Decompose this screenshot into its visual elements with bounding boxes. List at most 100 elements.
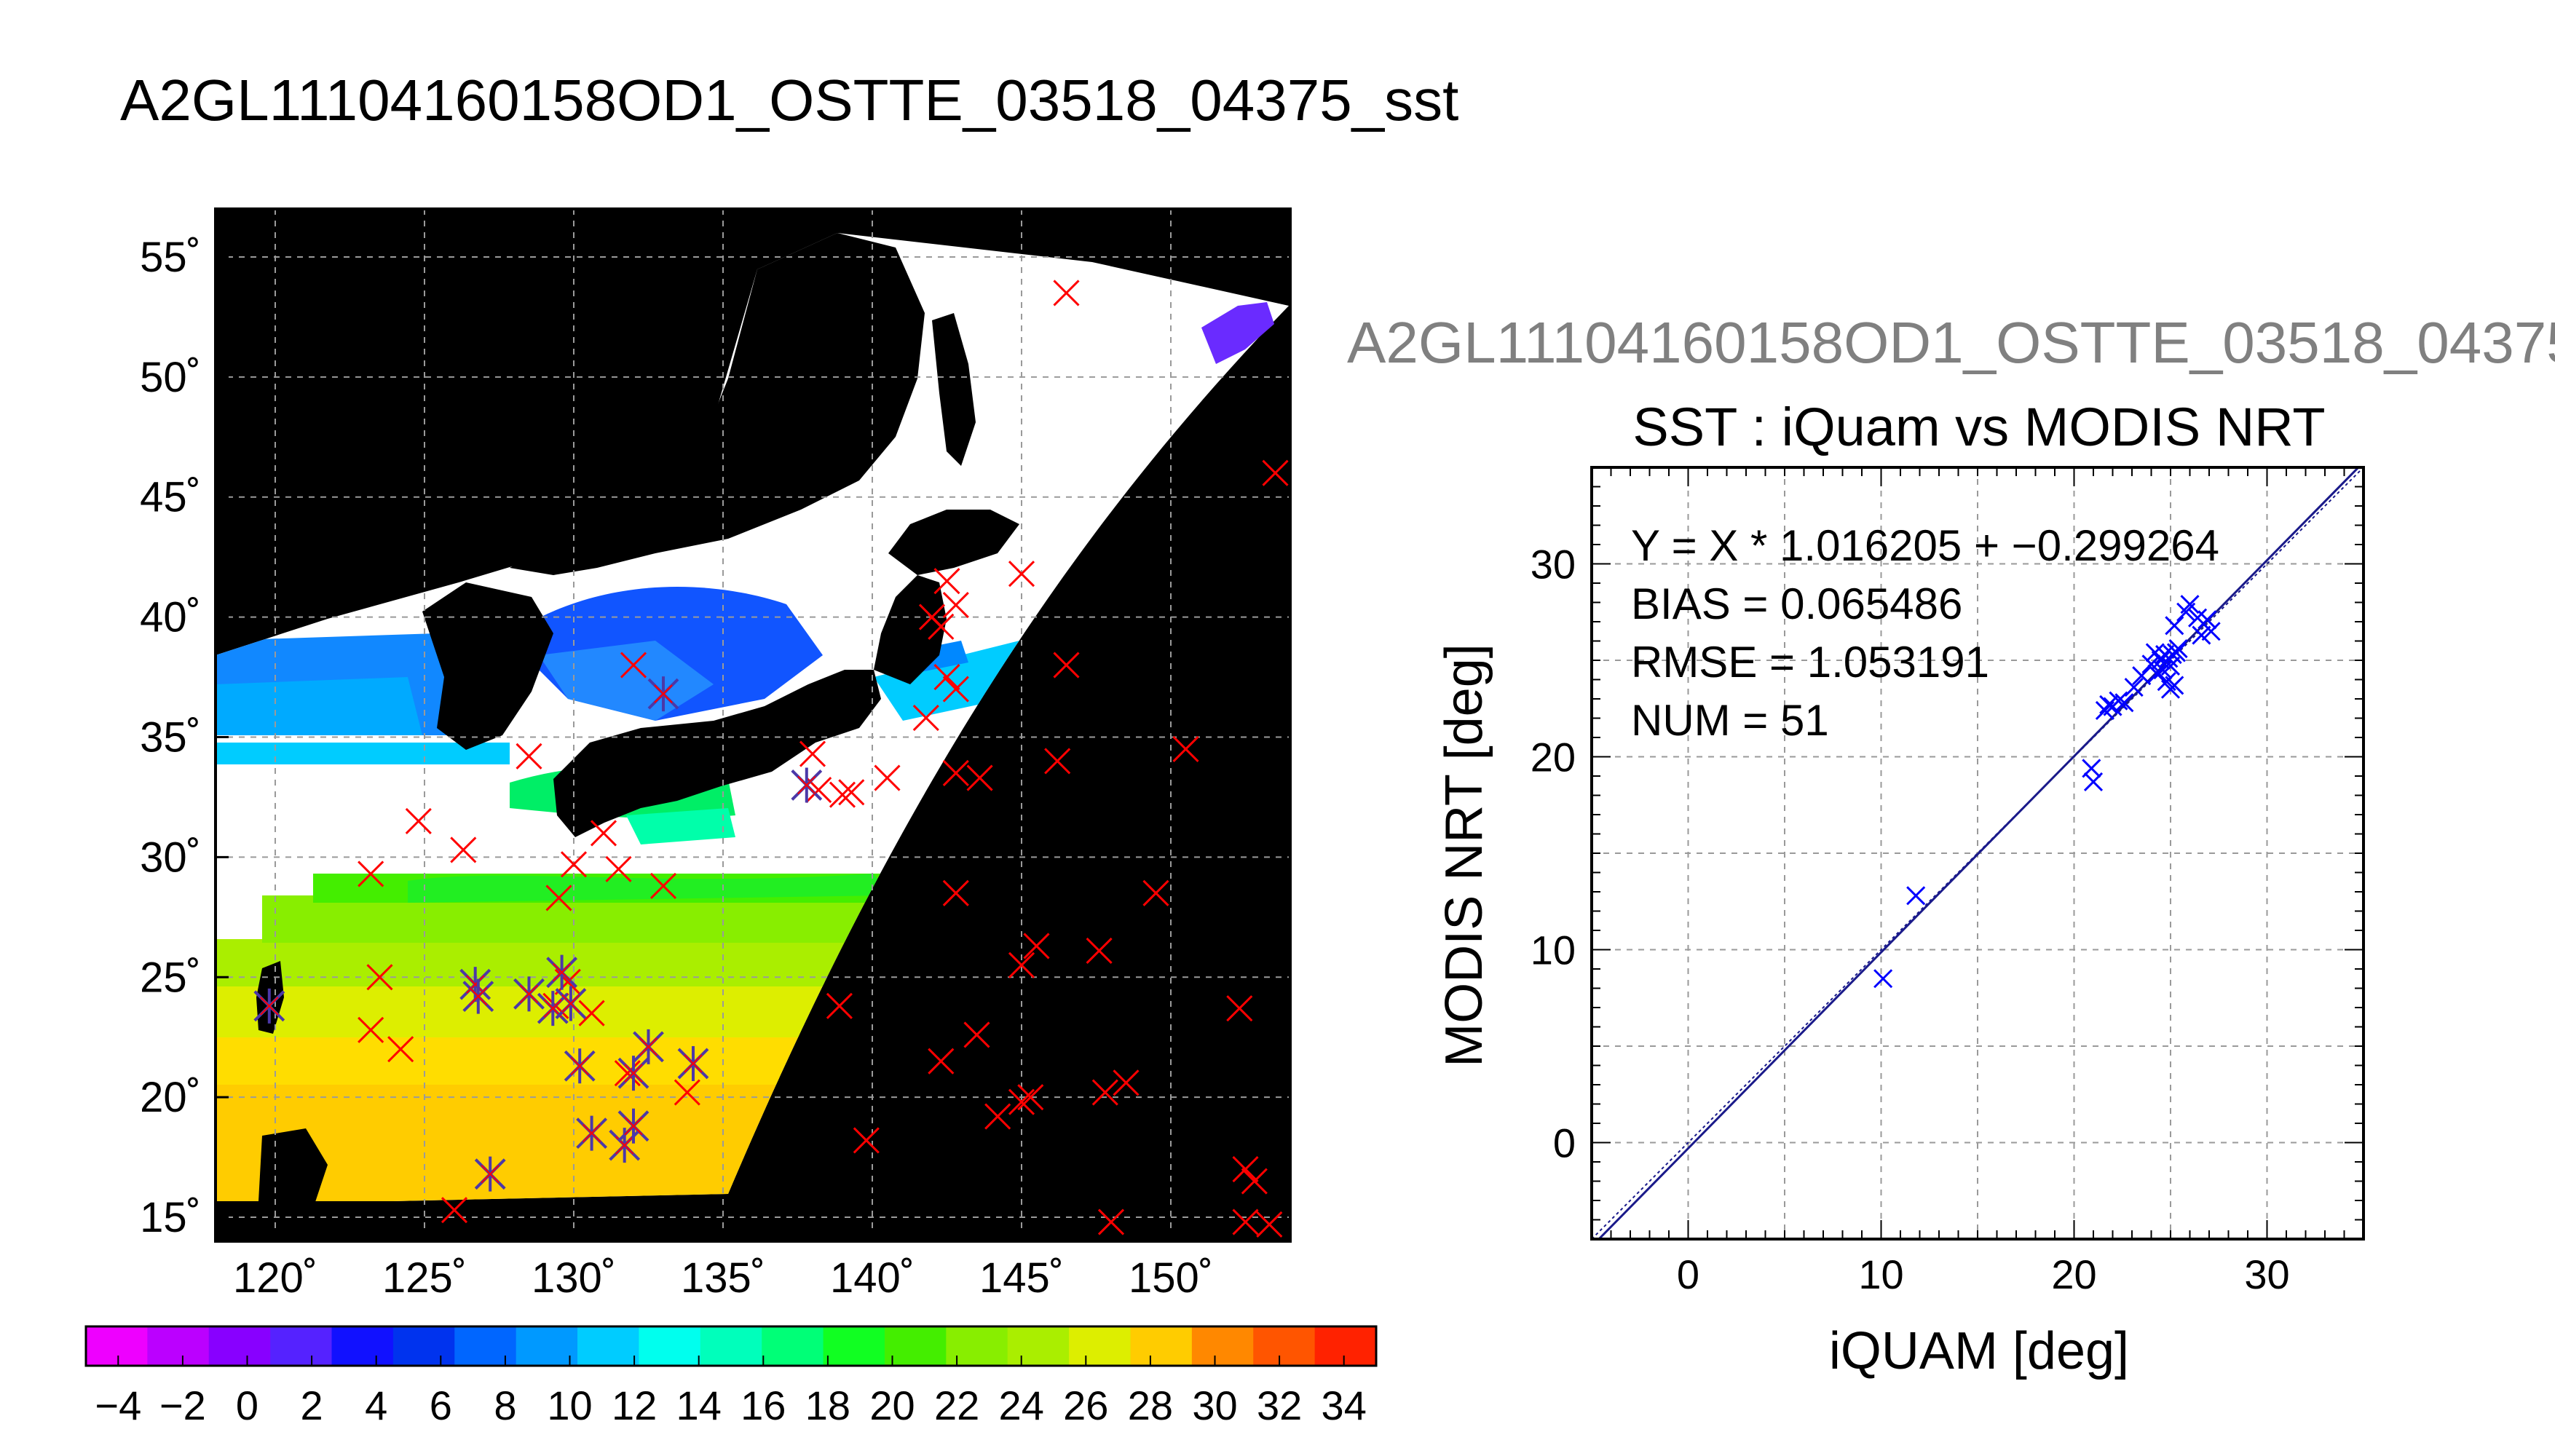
map-lon-label: 130˚ xyxy=(532,1254,616,1302)
scatter-point xyxy=(1873,969,1893,989)
sst-band-25 xyxy=(216,939,871,986)
scatter-point xyxy=(2099,695,2119,715)
scatter-x-tick-label: 30 xyxy=(2244,1251,2289,1297)
map-asterisk-overlay xyxy=(570,1056,589,1075)
scatter-point xyxy=(2114,693,2134,713)
map-lat-label: 55˚ xyxy=(140,234,201,281)
colorbar-swatch xyxy=(1007,1326,1070,1366)
colorbar-swatch xyxy=(823,1326,885,1366)
map-red-marker xyxy=(516,743,542,769)
map-red-marker xyxy=(966,764,993,791)
map-red-marker xyxy=(366,964,393,991)
page-title: A2GL11104160158OD1_OSTTE_03518_04375_sst xyxy=(120,68,1459,132)
scatter-point xyxy=(2083,772,2104,792)
map-red-marker xyxy=(578,1000,605,1026)
identity-line xyxy=(1592,467,2364,1239)
map-red-marker xyxy=(838,779,865,806)
map-red-marker xyxy=(1142,879,1169,906)
map-red-marker xyxy=(933,568,960,595)
map-red-marker xyxy=(942,592,969,619)
map-asterisk-overlay xyxy=(639,1037,658,1056)
scatter-annotation: Y = X * 1.016205 + −0.299264 xyxy=(1631,521,2219,570)
land-mainland xyxy=(510,233,925,575)
map-asterisk-overlay xyxy=(469,986,488,1006)
colorbar-label: 20 xyxy=(869,1382,915,1428)
land-honshu-north xyxy=(874,575,947,684)
land-korea xyxy=(422,582,553,750)
map-red-marker xyxy=(928,613,955,640)
scatter-point xyxy=(2166,643,2187,662)
colorbar-label: −2 xyxy=(159,1382,206,1428)
scatter-x-tick-label: 0 xyxy=(1677,1251,1699,1297)
map-axis-labels: 120˚ 125˚ 130˚ 135˚ 140˚ 145˚ 150˚ 55˚ 50˚ 45˚ 40˚… xyxy=(140,234,1213,1302)
map-red-marker xyxy=(441,1197,468,1224)
colorbar-label: 28 xyxy=(1128,1382,1173,1428)
colorbar: −4 −2 0 2 4 6 8 10 12 14 16 18 20 22 24 26 28 30 32 34 xyxy=(84,1325,1378,1428)
colorbar-label: 10 xyxy=(547,1382,592,1428)
map-lon-label: 120˚ xyxy=(233,1254,317,1302)
scatter-point xyxy=(2165,616,2184,636)
map-red-marker xyxy=(1017,1084,1044,1111)
map-red-marker xyxy=(1023,933,1050,960)
map-lon-label: 140˚ xyxy=(830,1254,915,1302)
map-lat-label: 45˚ xyxy=(140,474,201,521)
colorbar-swatch xyxy=(147,1326,210,1366)
colorbar-label: 14 xyxy=(676,1382,722,1428)
colorbar-label: 30 xyxy=(1192,1382,1237,1428)
scatter-point xyxy=(1906,886,1926,906)
map-red-marker xyxy=(614,1060,641,1087)
map-red-marker xyxy=(1008,1088,1035,1115)
map-red-marker xyxy=(405,807,432,834)
colorbar-label: 18 xyxy=(805,1382,850,1428)
map-asterisk-overlay xyxy=(260,997,279,1016)
map-asterisk-overlay xyxy=(519,984,539,1004)
colorbar-swatch xyxy=(516,1326,578,1366)
side-title: A2GL11104160158OD1_OSTTE_03518_04375_s xyxy=(1347,310,2555,375)
map-red-marker xyxy=(1053,652,1080,678)
colorbar-swatch xyxy=(86,1326,148,1366)
scatter-y-tick-label: 30 xyxy=(1531,542,1576,587)
colorbar-swatch xyxy=(392,1326,455,1366)
map-red-marker xyxy=(620,652,647,678)
colorbar-swatch xyxy=(1314,1326,1377,1366)
colorbar-label: 22 xyxy=(934,1382,979,1428)
map-markers xyxy=(253,280,1289,1238)
map-red-marker xyxy=(1053,280,1080,306)
map-red-marker xyxy=(874,764,901,791)
map-red-marker xyxy=(928,1048,955,1075)
map-lon-label: 150˚ xyxy=(1129,1254,1213,1302)
sst-band-south xyxy=(216,677,422,735)
map-red-marker xyxy=(826,992,853,1019)
map-lat-label: 30˚ xyxy=(140,834,201,881)
map-lon-label: 135˚ xyxy=(681,1254,765,1302)
map-red-marker xyxy=(933,663,960,691)
map-axis-ticks xyxy=(214,207,1292,1243)
map-red-marker xyxy=(942,676,969,703)
scatter-minor-ticks xyxy=(1591,467,2364,1240)
colorbar-swatch xyxy=(1069,1326,1132,1366)
scatter-annotation: BIAS = 0.065486 xyxy=(1631,579,1962,628)
scatter-point xyxy=(2180,595,2200,614)
colorbar-label: 26 xyxy=(1063,1382,1108,1428)
colorbar-swatch xyxy=(1253,1326,1316,1366)
scatter-annotations: Y = X * 1.016205 + −0.299264 BIAS = 0.065… xyxy=(1631,521,2219,745)
map-red-marker xyxy=(1232,1208,1259,1235)
map-frame xyxy=(214,207,1292,1243)
scatter-point xyxy=(2141,654,2161,674)
fit-line xyxy=(1597,467,2361,1239)
colorbar-swatch xyxy=(208,1326,271,1366)
map-asterisk-overlay xyxy=(624,1117,643,1136)
sst-band-22 xyxy=(408,874,888,903)
colorbar-label: 2 xyxy=(301,1382,323,1428)
map-red-marker xyxy=(1172,735,1199,763)
map-red-marker xyxy=(545,885,572,911)
map-red-marker xyxy=(942,879,969,906)
map-lon-label: 125˚ xyxy=(382,1254,467,1302)
colorbar-label: 16 xyxy=(741,1382,786,1428)
map-red-marker xyxy=(1044,748,1071,775)
map-red-marker xyxy=(963,1021,990,1048)
map-red-marker xyxy=(1256,1211,1283,1238)
map-asterisk-overlay xyxy=(624,1064,643,1083)
map-red-marker xyxy=(853,1127,880,1154)
map-red-marker xyxy=(605,855,632,882)
